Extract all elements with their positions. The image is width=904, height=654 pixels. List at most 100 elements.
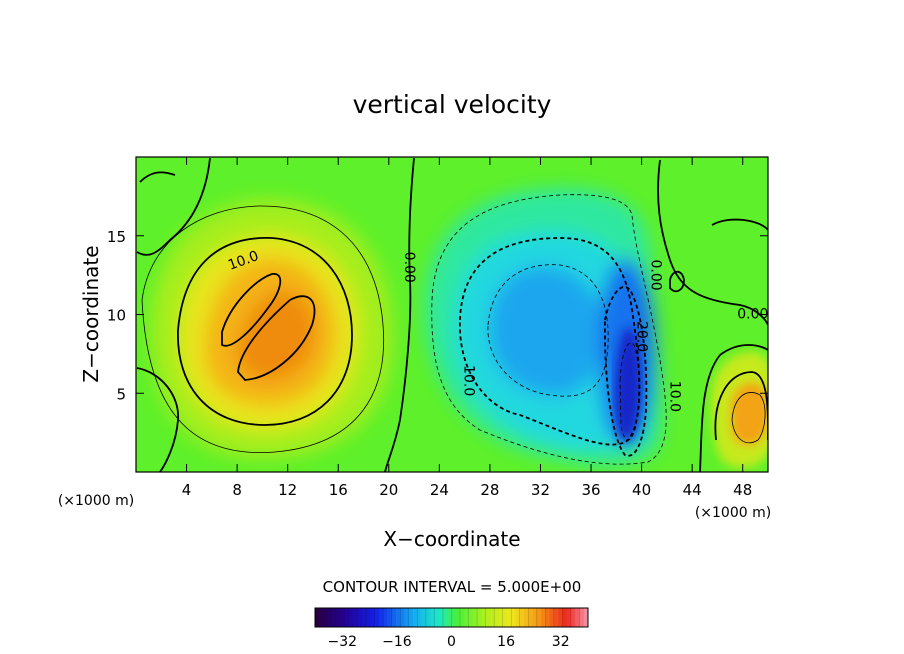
y-axis-label: Z−coordinate xyxy=(79,245,103,382)
colorbar-swatch xyxy=(387,608,393,627)
colorbar-swatch xyxy=(315,608,320,627)
x-tick-label: 12 xyxy=(278,481,297,499)
x-tick-label: 4 xyxy=(182,481,192,499)
y-tick-label: 10 xyxy=(107,307,126,325)
colorbar-swatch xyxy=(553,608,559,627)
x-unit-left: (×1000 m) xyxy=(58,493,134,509)
colorbar-swatch xyxy=(506,608,512,627)
colorbar-swatch xyxy=(549,608,555,627)
colorbar-tick-label: −16 xyxy=(382,634,412,650)
colorbar-swatch xyxy=(332,608,337,627)
x-tick-label: 8 xyxy=(232,481,242,499)
y-tick-label: 15 xyxy=(107,228,126,246)
colorbar-swatch xyxy=(434,608,440,627)
colorbar-swatch xyxy=(408,608,414,627)
colorbar-swatch xyxy=(442,608,448,627)
colorbar-swatch xyxy=(558,608,563,627)
chart-title: vertical velocity xyxy=(353,90,552,119)
contour-label: 10.0 xyxy=(666,381,682,412)
colorbar-swatch xyxy=(396,608,401,627)
colorbar-swatch xyxy=(455,608,461,627)
x-tick-label: 44 xyxy=(683,481,702,499)
colorbar-swatch xyxy=(481,608,486,627)
colorbar-swatch xyxy=(413,608,418,627)
colorbar-swatch xyxy=(353,608,358,627)
contour-lines xyxy=(136,157,768,472)
colorbar-swatch xyxy=(327,608,333,627)
colorbar-swatch xyxy=(383,608,388,627)
colorbar-swatch xyxy=(421,608,427,627)
colorbar-swatch xyxy=(541,608,546,627)
colorbar-swatch xyxy=(570,608,576,627)
colorbar-swatch xyxy=(489,608,495,627)
x-tick-label: 20 xyxy=(379,481,398,499)
colorbar-swatch xyxy=(319,608,324,627)
colorbar-tick-label: 0 xyxy=(447,634,456,650)
colorbar-swatch xyxy=(425,608,431,627)
field-negative-inner xyxy=(489,266,601,396)
colorbar-swatch xyxy=(579,608,585,627)
contour-label: 0.00 xyxy=(737,307,768,323)
contour-zero-right3 xyxy=(699,344,768,472)
colorbar: −32 −16 0 16 32 xyxy=(314,607,589,650)
colorbar-swatch xyxy=(536,608,542,627)
colorbar-swatch xyxy=(447,608,452,627)
contour-label: 10.0 xyxy=(460,365,476,396)
x-axis-label: X−coordinate xyxy=(383,527,520,551)
field-negative-peak xyxy=(614,327,642,442)
contour-label: 20.0 xyxy=(634,321,650,352)
contour-pos-15a xyxy=(221,273,282,347)
colorbar-swatch xyxy=(460,608,465,627)
colorbar-swatch xyxy=(464,608,469,627)
colorbar-swatch xyxy=(528,608,533,627)
colorbar-swatch xyxy=(485,608,491,627)
contour-interval-text: CONTOUR INTERVAL = 5.000E+00 xyxy=(323,578,582,596)
x-tick-label: 48 xyxy=(733,481,752,499)
colorbar-swatch xyxy=(361,608,367,627)
contour-zero-right2 xyxy=(711,218,768,231)
contour-zero-left-low xyxy=(136,367,179,472)
contour-label: 0.00 xyxy=(648,260,664,291)
colorbar-swatch xyxy=(511,608,516,627)
colorbar-swatch xyxy=(366,608,371,627)
colorbar-swatch xyxy=(374,608,380,627)
colorbar-swatch xyxy=(498,608,503,627)
contour-neg-10 xyxy=(459,237,641,446)
colorbar-swatch xyxy=(545,608,550,627)
colorbar-swatch xyxy=(519,608,525,627)
colorbar-swatch xyxy=(524,608,529,627)
colorbar-swatch xyxy=(477,608,482,627)
colorbar-tick-label: 32 xyxy=(552,634,570,650)
colorbar-swatch xyxy=(515,608,521,627)
contour-zero-right xyxy=(657,159,768,326)
colorbar-tick-label: −32 xyxy=(328,634,358,650)
colorbar-swatch xyxy=(404,608,410,627)
x-unit-right: (×1000 m) xyxy=(695,505,771,521)
colorbar-swatch xyxy=(344,608,350,627)
contour-zero-topleft xyxy=(139,171,176,183)
colorbar-swatch xyxy=(451,608,457,627)
colorbar-swatch xyxy=(562,608,567,627)
colorbar-swatch xyxy=(468,608,474,627)
contour-label: 0.00 xyxy=(401,252,417,283)
colorbar-swatch xyxy=(378,608,384,627)
colorbar-tick-label: 16 xyxy=(497,634,515,650)
contour-small-cell xyxy=(669,270,685,293)
contour-neg-20 xyxy=(604,286,648,457)
contour-neg-15 xyxy=(487,264,609,397)
colorbar-swatch xyxy=(430,608,435,627)
contour-pos-right-core xyxy=(731,392,766,444)
x-tick-label: 40 xyxy=(632,481,651,499)
colorbar-swatch xyxy=(336,608,341,627)
colorbar-swatch xyxy=(494,608,499,627)
x-tick-label: 32 xyxy=(531,481,550,499)
x-tick-label: 28 xyxy=(480,481,499,499)
colorbar-frame xyxy=(314,607,589,628)
colorbar-swatch xyxy=(340,608,346,627)
colorbar-swatch xyxy=(323,608,329,627)
contour-neg-5 xyxy=(431,194,667,465)
colorbar-swatch xyxy=(438,608,444,627)
contour-pos-15b xyxy=(237,295,316,381)
